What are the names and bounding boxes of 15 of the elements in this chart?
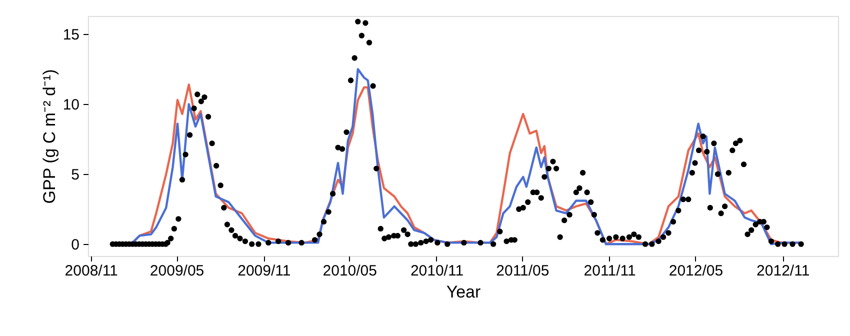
x-tick-label: 2012/05 <box>668 262 724 280</box>
x-axis-title: Year <box>446 282 482 302</box>
y-tick-label: 5 <box>71 166 80 184</box>
x-tick-label: 2010/05 <box>322 262 377 280</box>
x-tick-label: 2009/11 <box>238 262 291 280</box>
x-tick-label: 2012/11 <box>756 262 810 280</box>
y-tick-label: 0 <box>71 236 80 254</box>
y-axis-title: GPP (g C m⁻² d⁻¹) <box>40 69 59 204</box>
x-tick-label: 2008/11 <box>64 262 118 280</box>
y-tick-label: 10 <box>62 96 80 114</box>
x-tick-label: 2011/05 <box>496 262 550 280</box>
y-tick-label: 15 <box>62 26 80 44</box>
x-tick-label: 2009/05 <box>150 262 204 280</box>
x-tick-label: 2011/11 <box>584 262 636 280</box>
x-tick-label: 2010/11 <box>410 262 464 280</box>
